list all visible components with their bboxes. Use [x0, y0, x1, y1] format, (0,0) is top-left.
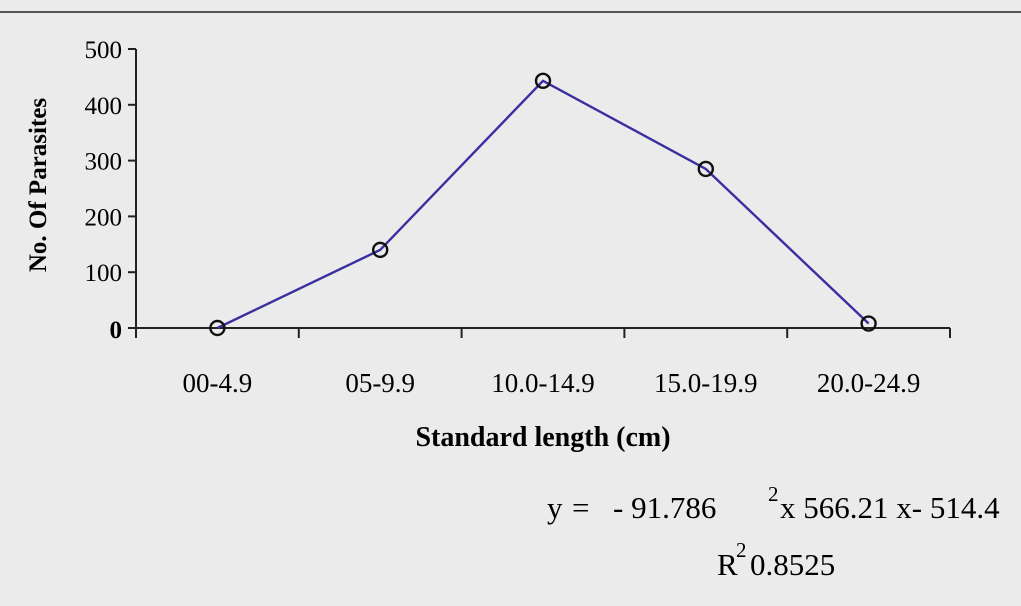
r-squared-value: 0.8525 — [750, 547, 835, 582]
r-squared-label: R — [717, 547, 738, 582]
x-tick-label: 05-9.9 — [345, 368, 415, 398]
x-axis-title: Standard length (cm) — [415, 422, 670, 453]
r-squared: R 2 0.8525 — [717, 538, 835, 582]
equation-terms: x 566.21 x- 514.4 — [780, 490, 1000, 525]
y-tick-label: 300 — [85, 149, 123, 176]
y-tick-label: 0 — [110, 317, 123, 344]
equation-exponent: 2 — [768, 482, 779, 506]
data-point — [534, 72, 552, 90]
equation-lhs: y — [547, 490, 563, 525]
data-point — [697, 160, 714, 178]
series-line — [216, 79, 870, 330]
data-point — [209, 319, 226, 337]
x-tick-label: 20.0-24.9 — [817, 368, 921, 398]
y-tick-label: 200 — [85, 204, 123, 231]
x-tick-label: 00-4.9 — [183, 368, 253, 398]
equation-coefficient: - 91.786 — [613, 490, 716, 525]
y-tick-label: 400 — [85, 93, 123, 120]
data-point — [860, 315, 877, 332]
data-series — [209, 72, 877, 337]
y-axis — [128, 48, 137, 329]
data-point — [372, 241, 389, 259]
y-axis-title: No. Of Parasites — [25, 98, 52, 273]
y-tick-label: 100 — [85, 260, 123, 287]
equation-equals: = — [572, 490, 589, 525]
y-tick-label: 500 — [85, 37, 123, 64]
x-tick-labels: 00-4.9 05-9.9 10.0-14.9 15.0-19.9 20.0-24.9 — [183, 368, 921, 398]
x-axis — [135, 327, 951, 338]
trendline-equation: y = - 91.786 2 x 566.21 x- 514.4 — [547, 482, 1000, 525]
r-squared-exponent: 2 — [736, 538, 747, 562]
x-tick-label: 15.0-19.9 — [654, 368, 758, 398]
y-tick-labels: 0 100 200 300 400 500 — [85, 37, 123, 344]
x-tick-label: 10.0-14.9 — [491, 368, 595, 398]
